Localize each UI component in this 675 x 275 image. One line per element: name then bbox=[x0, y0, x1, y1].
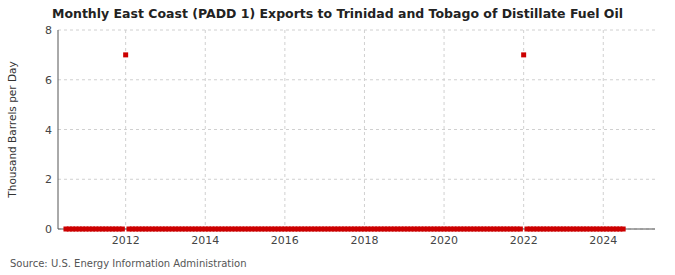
tick-label: 2014 bbox=[191, 234, 219, 247]
grid-line bbox=[125, 30, 126, 229]
grid-line bbox=[58, 179, 655, 180]
tick-label: 2012 bbox=[112, 234, 140, 247]
grid-line bbox=[364, 30, 365, 229]
tick-label: 2 bbox=[45, 173, 52, 186]
tick-label: 2016 bbox=[271, 234, 299, 247]
y-axis-label: Thousand Barrels per Day bbox=[6, 61, 18, 198]
y-axis bbox=[58, 30, 59, 229]
point bbox=[120, 227, 125, 232]
tick-label: 2024 bbox=[589, 234, 617, 247]
grid-line bbox=[284, 30, 285, 229]
tick-label: 2020 bbox=[430, 234, 458, 247]
grid-line bbox=[58, 30, 655, 31]
source: Source: U.S. Energy Information Administ… bbox=[10, 258, 247, 269]
grid-line bbox=[444, 30, 445, 229]
grid-line bbox=[523, 30, 524, 229]
tick-label: 0 bbox=[45, 223, 52, 236]
point bbox=[521, 52, 526, 57]
tick-label: 4 bbox=[45, 124, 52, 137]
grid bbox=[58, 30, 655, 229]
points bbox=[63, 52, 625, 231]
tick-label: 6 bbox=[45, 74, 52, 87]
tick-label: 2018 bbox=[350, 234, 378, 247]
grid-line bbox=[603, 30, 604, 229]
tick-label: 2022 bbox=[510, 234, 538, 247]
grid-line bbox=[58, 79, 655, 80]
tick-label: 8 bbox=[45, 24, 52, 37]
grid-line bbox=[205, 30, 206, 229]
point bbox=[123, 52, 128, 57]
point bbox=[518, 227, 523, 232]
point bbox=[621, 227, 626, 232]
title: Monthly East Coast (PADD 1) Exports to T… bbox=[52, 6, 623, 21]
chart: 0 2 4 6 8 2012 2014 2016 2018 2020 2022 2024 Monthly… bbox=[0, 0, 675, 275]
grid-line bbox=[58, 129, 655, 130]
